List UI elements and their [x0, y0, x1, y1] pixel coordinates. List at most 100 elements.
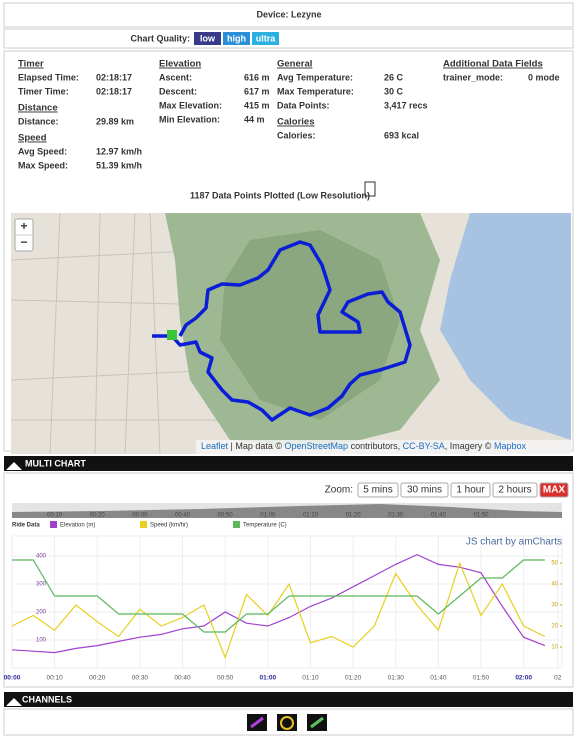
stat-label: Max Speed:	[18, 160, 68, 170]
map-lake	[440, 213, 571, 440]
section-bar	[4, 456, 573, 471]
stat-label: Max Elevation:	[159, 100, 222, 110]
zoom-option[interactable]: 2 hours	[498, 485, 531, 496]
zoom-option[interactable]: MAX	[543, 485, 566, 496]
stat-heading: Speed	[18, 133, 47, 144]
navigator-label: 01:30	[388, 513, 404, 519]
zoom-in[interactable]: +	[20, 219, 27, 233]
stat-value: 26 C	[384, 72, 404, 82]
quality-option[interactable]: high	[227, 33, 246, 43]
quality-button[interactable]	[223, 32, 250, 45]
series-line	[11, 553, 546, 654]
navigator-label: 00:20	[90, 513, 106, 519]
y2-tick-label: 10	[551, 645, 558, 651]
map	[10, 212, 571, 455]
device: Device: Lezyne	[256, 9, 321, 19]
zoom-button[interactable]	[492, 482, 538, 498]
stat-label: Data Points:	[277, 100, 330, 110]
stat-label: Elapsed Time:	[18, 72, 79, 82]
navigator-label: 00:30	[132, 513, 148, 519]
x-tick-label: 01:00	[260, 675, 277, 682]
navigator-label: 01:50	[473, 513, 489, 519]
watermark: JS chart by amCharts	[466, 537, 562, 548]
x-tick-label: 02	[554, 675, 562, 682]
stat-value: 693 kcal	[384, 130, 419, 140]
icon-glyph	[310, 716, 324, 729]
y2-tick-label: 30	[551, 603, 558, 609]
legend-title: Ride Data	[12, 523, 40, 529]
stat-value: 44 m	[244, 114, 265, 124]
x-tick-label: 00:20	[89, 675, 106, 682]
navigator-label: 01:00	[260, 513, 276, 519]
stat-label: trainer_mode:	[443, 72, 503, 82]
stat-label: Avg Speed:	[18, 146, 67, 156]
section-bar	[4, 692, 573, 707]
legend-swatch	[233, 521, 240, 528]
attribution-part: | Map data ©	[228, 441, 285, 451]
icon-glyph	[280, 716, 294, 730]
attribution-bg	[196, 440, 571, 454]
x-tick-label: 00:40	[174, 675, 191, 682]
navigator-label: 01:10	[303, 513, 319, 519]
stat-label: Distance:	[18, 116, 59, 126]
zoom-option[interactable]: 1 hour	[456, 485, 485, 496]
stat-value: 0 mode	[528, 72, 560, 82]
zoom-button[interactable]	[357, 482, 399, 498]
series-line	[11, 561, 546, 660]
pdf-icon[interactable]	[364, 181, 376, 197]
navigator-label: 00:40	[175, 513, 191, 519]
stat-label: Descent:	[159, 86, 197, 96]
stat-heading: Calories	[277, 117, 315, 128]
zoom-button[interactable]	[539, 482, 569, 498]
stat-heading: Timer	[18, 59, 44, 70]
quality-button[interactable]	[194, 32, 221, 45]
map-hills-inner	[220, 230, 400, 420]
stat-heading: Additional Data Fields	[443, 59, 543, 70]
x-tick-label: 00:30	[132, 675, 149, 682]
stat-heading: General	[277, 59, 312, 70]
quality-label: Chart Quality:	[130, 33, 190, 43]
attribution-part: , Imagery ©	[445, 441, 494, 451]
device-box	[3, 2, 574, 28]
route	[152, 240, 412, 422]
icon-glyph	[250, 716, 264, 729]
navigator-label: 01:20	[346, 513, 362, 519]
zoom-button[interactable]	[450, 482, 491, 498]
zoom-option[interactable]: 30 mins	[407, 485, 442, 496]
legend-swatch	[140, 521, 147, 528]
series-line	[12, 559, 545, 633]
attribution-part[interactable]: CC-BY-SA	[403, 441, 445, 451]
y-tick-label: 300	[36, 582, 47, 588]
attribution-part[interactable]: Mapbox	[494, 441, 527, 451]
quality-option[interactable]: ultra	[256, 33, 276, 43]
x-tick-label: 01:20	[345, 675, 362, 682]
stat-heading: Elevation	[159, 59, 201, 70]
quality-option[interactable]: low	[200, 33, 216, 43]
attribution-part[interactable]: Leaflet	[201, 441, 229, 451]
zoom-option[interactable]: 5 mins	[363, 485, 392, 496]
x-tick-label: 00:00	[4, 675, 21, 682]
zoom-label: Zoom:	[325, 485, 353, 496]
attribution-part[interactable]: OpenStreetMap	[285, 441, 349, 451]
stat-value: 617 m	[244, 86, 270, 96]
x-tick-label: 00:10	[46, 675, 63, 682]
y2-tick-label: 50	[551, 561, 558, 567]
stat-heading: Distance	[18, 103, 58, 114]
stat-value: 02:18:17	[96, 86, 132, 96]
y-tick-label: 400	[36, 554, 47, 560]
legend-label: Temperature (C)	[243, 523, 287, 529]
zoom-button[interactable]	[400, 482, 449, 498]
start-marker	[167, 330, 177, 340]
attribution-part: contributors,	[348, 441, 403, 451]
zoom-out[interactable]: −	[20, 235, 27, 249]
stat-value: 51.39 km/h	[96, 160, 142, 170]
quality-button[interactable]	[252, 32, 279, 45]
x-tick-label: 01:10	[302, 675, 319, 682]
y-tick-label: 200	[36, 610, 47, 616]
stat-value: 29.89 km	[96, 116, 134, 126]
stat-label: Avg Temperature:	[277, 72, 353, 82]
stat-value: 12.97 km/h	[96, 146, 142, 156]
navigator-label: 00:50	[218, 513, 234, 519]
x-tick-label: 01:40	[430, 675, 447, 682]
